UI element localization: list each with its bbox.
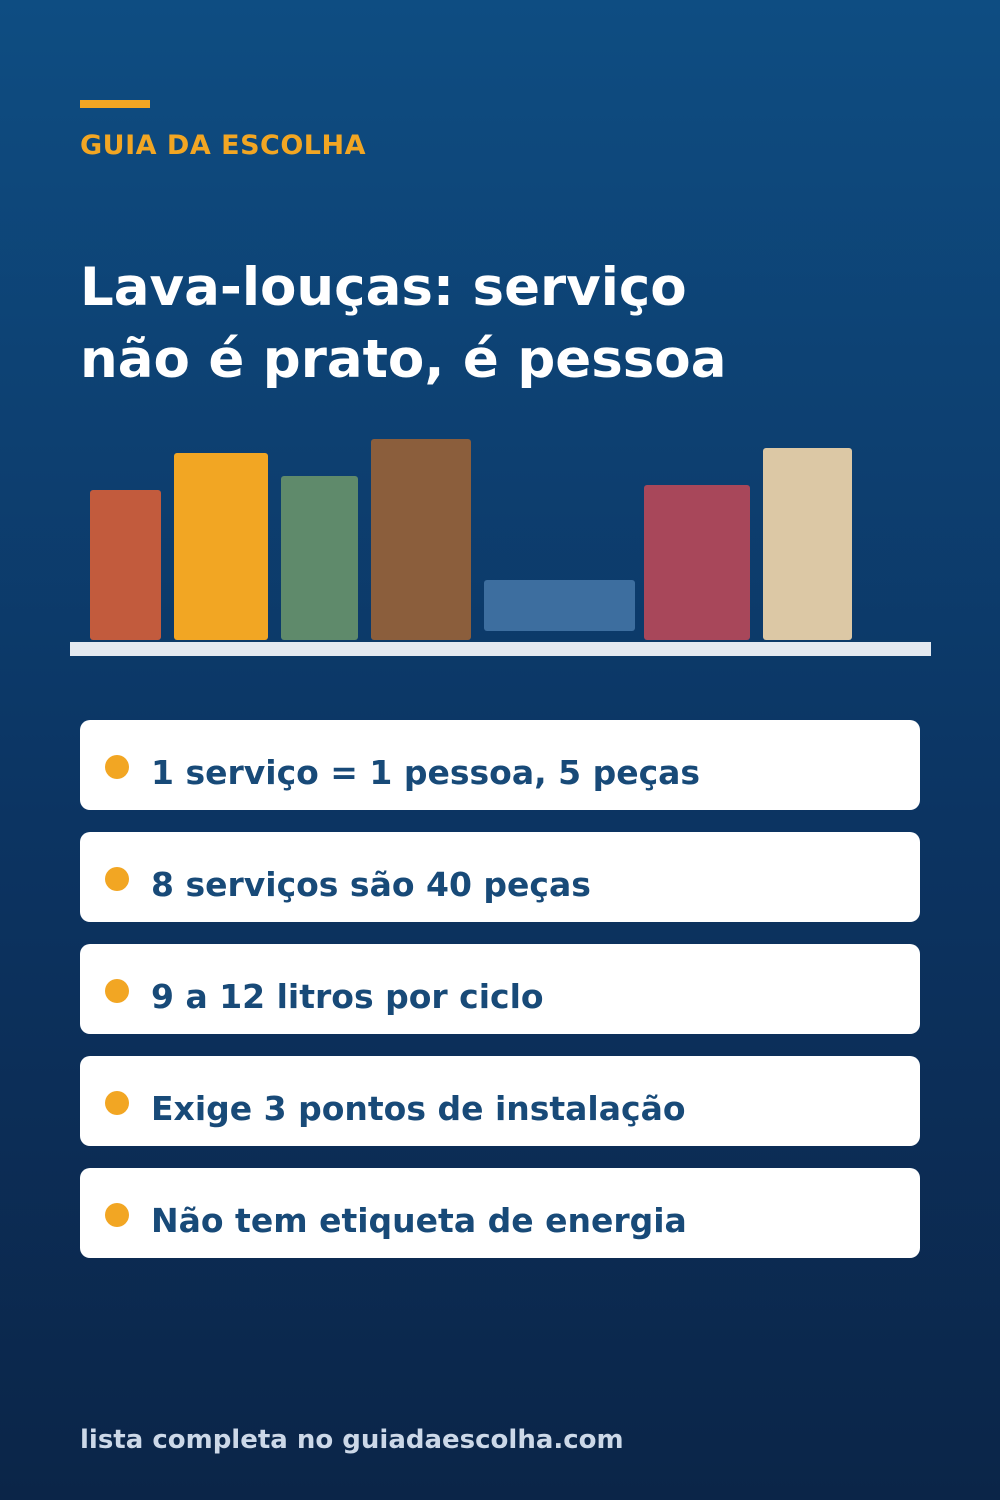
title-line-1: Lava-louças: serviço [80,257,687,318]
list-item: 1 serviço = 1 pessoa, 5 peças [80,720,920,810]
title-line-2: não é prato, é pessoa [80,329,727,390]
dish-block-sand [763,448,852,640]
list-item-text: Exige 3 pontos de instalação [151,1089,686,1128]
dish-block-steel-blue [484,580,635,631]
brand-label: GUIA DA ESCOLHA [80,130,366,161]
list-item: 8 serviços são 40 peças [80,832,920,922]
list-item-text: 8 serviços são 40 peças [151,865,591,904]
footer-link-text: lista completa no guiadaescolha.com [80,1425,624,1455]
dish-block-walnut [371,439,471,640]
page-title: Lava-louças: serviço não é prato, é pess… [80,252,940,396]
list-item-text: 9 a 12 litros por ciclo [151,977,544,1016]
shelf-line [70,642,931,656]
facts-list: 1 serviço = 1 pessoa, 5 peças 8 serviços… [80,720,920,1280]
dish-block-amber [174,453,268,640]
list-item-text: 1 serviço = 1 pessoa, 5 peças [151,753,701,792]
list-item-text: Não tem etiqueta de energia [151,1201,687,1240]
bullet-dot-icon [105,755,129,779]
accent-bar [80,100,150,108]
dish-block-raspberry [644,485,750,640]
bullet-dot-icon [105,1091,129,1115]
list-item: Exige 3 pontos de instalação [80,1056,920,1146]
dish-block-sage [281,476,358,640]
dish-shelf-illustration [70,439,931,656]
bullet-dot-icon [105,979,129,1003]
list-item: 9 a 12 litros por ciclo [80,944,920,1034]
list-item: Não tem etiqueta de energia [80,1168,920,1258]
dish-block-terracotta [90,490,161,640]
bullet-dot-icon [105,867,129,891]
bullet-dot-icon [105,1203,129,1227]
